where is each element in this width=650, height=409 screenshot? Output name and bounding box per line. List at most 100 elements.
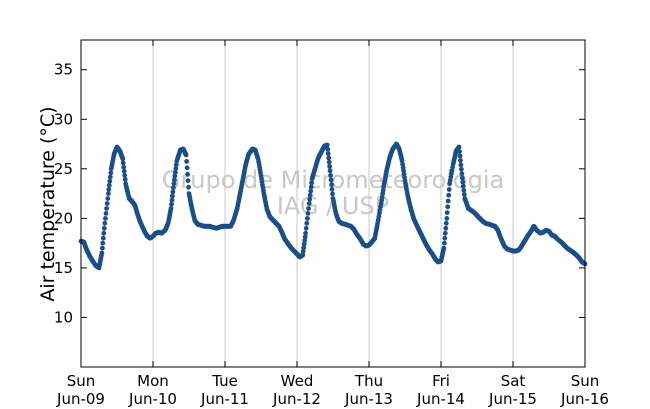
x-tick-label-date: Jun-10 bbox=[128, 390, 177, 408]
x-tick-label-weekday: Tue bbox=[211, 372, 238, 390]
x-axis: SunJun-09MonJun-10TueJun-11WedJun-12ThuJ… bbox=[56, 40, 609, 408]
data-point bbox=[185, 171, 191, 177]
data-point bbox=[99, 250, 105, 256]
data-point bbox=[307, 192, 313, 198]
data-point bbox=[171, 185, 176, 191]
data-point bbox=[442, 235, 448, 241]
data-point bbox=[302, 238, 308, 243]
data-point bbox=[444, 210, 450, 216]
data-point bbox=[442, 240, 447, 246]
plot-frame bbox=[80, 39, 586, 368]
data-point bbox=[304, 220, 310, 226]
data-point bbox=[120, 156, 126, 162]
data-point bbox=[457, 149, 462, 154]
y-tick-label: 30 bbox=[54, 110, 73, 128]
data-point bbox=[446, 192, 452, 198]
data-point bbox=[106, 182, 112, 188]
data-point bbox=[301, 241, 307, 247]
data-point bbox=[300, 249, 306, 254]
data-point bbox=[458, 162, 464, 168]
y-tick-label: 25 bbox=[54, 160, 73, 178]
data-point bbox=[306, 201, 312, 206]
data-point bbox=[108, 170, 114, 176]
data-point bbox=[170, 193, 175, 199]
data-point bbox=[460, 183, 466, 189]
data-point bbox=[172, 177, 177, 183]
data-point bbox=[101, 225, 107, 231]
data-point bbox=[105, 196, 111, 201]
data-point bbox=[443, 220, 449, 226]
data-point bbox=[307, 197, 313, 202]
x-tick-label-weekday: Sat bbox=[501, 372, 526, 390]
y-axis-title: Air temperature (°C) bbox=[37, 106, 59, 301]
y-tick-label: 35 bbox=[54, 61, 73, 79]
data-point bbox=[172, 169, 178, 175]
data-point bbox=[460, 175, 465, 181]
data-point bbox=[184, 165, 190, 171]
data-point bbox=[103, 216, 108, 221]
data-point bbox=[445, 198, 451, 204]
data-point bbox=[100, 235, 106, 241]
data-point bbox=[107, 174, 113, 180]
data-point bbox=[444, 216, 450, 221]
data-point bbox=[100, 240, 106, 246]
data-point bbox=[121, 168, 127, 174]
y-tick-label: 15 bbox=[54, 259, 73, 277]
data-point bbox=[172, 173, 178, 179]
data-point bbox=[308, 184, 314, 190]
data-point bbox=[305, 211, 311, 216]
data-point bbox=[326, 155, 332, 161]
data-point bbox=[107, 178, 113, 184]
data-point bbox=[328, 177, 334, 183]
data-point bbox=[169, 201, 174, 207]
data-point bbox=[303, 225, 309, 231]
data-point bbox=[104, 201, 110, 206]
data-point bbox=[461, 187, 467, 193]
x-tick-label-weekday: Mon bbox=[137, 372, 169, 390]
data-point bbox=[456, 144, 462, 150]
data-point bbox=[186, 184, 191, 190]
data-point bbox=[443, 225, 449, 231]
data-points bbox=[78, 141, 588, 271]
data-point bbox=[306, 206, 311, 211]
x-tick-label-date: Jun-12 bbox=[272, 390, 321, 408]
data-point bbox=[328, 173, 333, 178]
data-point bbox=[457, 153, 463, 159]
data-point bbox=[324, 142, 330, 148]
x-tick-label-date: Jun-14 bbox=[416, 390, 465, 408]
data-point bbox=[104, 206, 109, 211]
data-point bbox=[106, 187, 112, 192]
x-tick-label-date: Jun-09 bbox=[56, 390, 105, 408]
x-tick-label-weekday: Fri bbox=[432, 372, 450, 390]
data-point bbox=[329, 186, 335, 192]
data-point bbox=[326, 159, 332, 165]
data-point bbox=[185, 178, 191, 184]
x-tick-label-weekday: Thu bbox=[354, 372, 383, 390]
data-point bbox=[445, 204, 451, 210]
data-point bbox=[120, 160, 126, 166]
x-tick-label-date: Jun-15 bbox=[488, 390, 537, 408]
grid-lines bbox=[152, 40, 514, 367]
data-point bbox=[327, 168, 333, 174]
x-tick-label-weekday: Sun bbox=[571, 372, 600, 390]
data-point bbox=[325, 146, 331, 152]
data-point bbox=[106, 191, 111, 197]
data-point bbox=[460, 179, 466, 185]
data-point bbox=[309, 180, 314, 186]
x-tick-label-date: Jun-13 bbox=[344, 390, 393, 408]
x-tick-label-date: Jun-11 bbox=[200, 390, 249, 408]
data-point bbox=[458, 158, 463, 163]
data-point bbox=[173, 166, 179, 171]
data-point bbox=[122, 177, 128, 183]
data-point bbox=[303, 230, 308, 236]
data-point bbox=[461, 192, 467, 197]
data-point bbox=[102, 220, 108, 226]
data-point bbox=[103, 211, 109, 216]
data-point bbox=[308, 188, 314, 194]
data-point bbox=[442, 230, 448, 236]
data-point bbox=[330, 191, 335, 197]
y-tick-label: 10 bbox=[54, 308, 73, 326]
data-point bbox=[329, 182, 334, 188]
data-point bbox=[100, 245, 105, 251]
